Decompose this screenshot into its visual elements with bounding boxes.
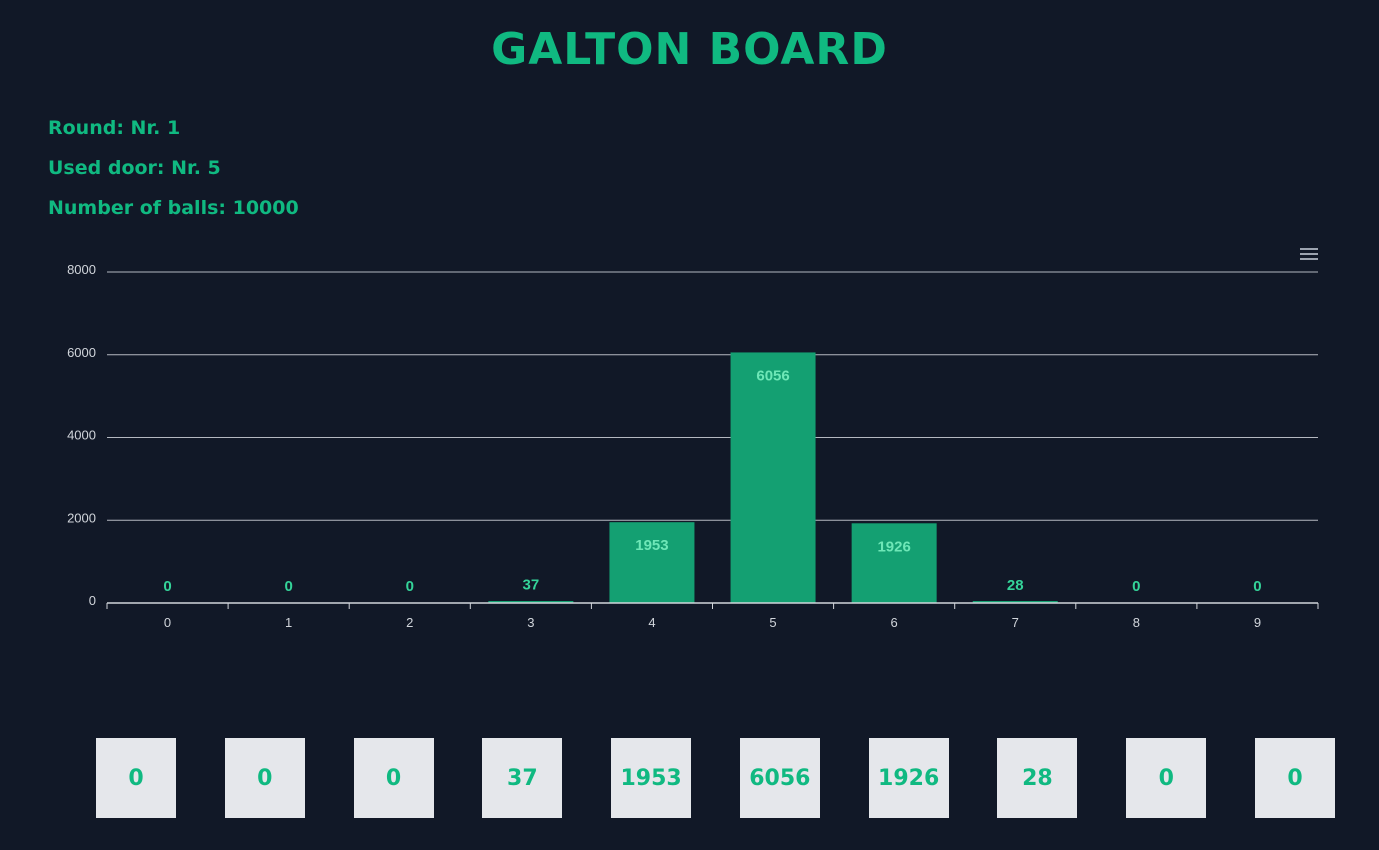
bar <box>851 523 937 603</box>
y-tick-label: 2000 <box>67 510 96 525</box>
y-tick-label: 6000 <box>67 345 96 360</box>
data-label: 0 <box>284 578 292 595</box>
counter-box: 28 <box>997 738 1078 818</box>
data-label: 1953 <box>635 537 668 554</box>
y-tick-label: 8000 <box>67 262 96 277</box>
hamburger-menu-icon[interactable] <box>1300 248 1318 262</box>
y-tick-label: 0 <box>89 593 96 608</box>
counter-value: 0 <box>128 765 144 791</box>
balls-info: Number of balls: 10000 <box>48 197 299 219</box>
x-tick-label: 5 <box>769 615 776 630</box>
counter-value: 1953 <box>620 765 682 791</box>
counter-value: 1926 <box>878 765 940 791</box>
x-tick-label: 1 <box>285 615 292 630</box>
counter-value: 28 <box>1022 765 1053 791</box>
counter-box: 0 <box>96 738 176 818</box>
data-label: 0 <box>163 578 171 595</box>
counter-value: 0 <box>385 765 402 791</box>
x-tick-label: 6 <box>891 615 898 630</box>
x-tick-label: 9 <box>1254 615 1261 630</box>
data-label: 0 <box>1132 578 1140 595</box>
counter-row: 0 0 0 37 1953 6056 1926 28 0 0 <box>0 738 1379 818</box>
data-label: 1926 <box>877 538 910 555</box>
x-tick-label: 7 <box>1012 615 1019 630</box>
counter-value: 0 <box>1287 765 1303 791</box>
x-tick-label: 4 <box>648 615 655 630</box>
x-tick-label: 8 <box>1133 615 1140 630</box>
round-info: Round: Nr. 1 <box>48 117 181 139</box>
x-tick-label: 0 <box>164 615 171 630</box>
x-tick-label: 3 <box>527 615 534 630</box>
bar <box>488 601 574 603</box>
y-tick-label: 4000 <box>67 428 96 443</box>
counter-value: 0 <box>1158 765 1174 791</box>
data-label: 0 <box>406 578 414 595</box>
counter-value: 37 <box>507 765 538 791</box>
bar <box>972 601 1058 603</box>
bar <box>609 522 695 603</box>
counter-box: 6056 <box>739 738 820 818</box>
door-info: Used door: Nr. 5 <box>48 157 221 179</box>
data-label: 37 <box>523 576 540 593</box>
counter-value: 0 <box>257 765 273 791</box>
counter-box: 0 <box>1126 738 1207 818</box>
counter-box: 1926 <box>868 738 949 818</box>
x-tick-label: 2 <box>406 615 413 630</box>
data-label: 28 <box>1007 577 1024 594</box>
data-label: 0 <box>1253 578 1261 595</box>
counter-box: 0 <box>1255 738 1335 818</box>
counter-box: 1953 <box>611 738 692 818</box>
page-title: GALTON BOARD <box>491 24 888 75</box>
counter-box: 0 <box>224 738 305 818</box>
counter-value: 6056 <box>749 765 811 791</box>
bar <box>730 352 816 603</box>
counter-box: 0 <box>353 738 434 818</box>
counter-box: 37 <box>482 738 563 818</box>
data-label: 6056 <box>756 367 789 384</box>
